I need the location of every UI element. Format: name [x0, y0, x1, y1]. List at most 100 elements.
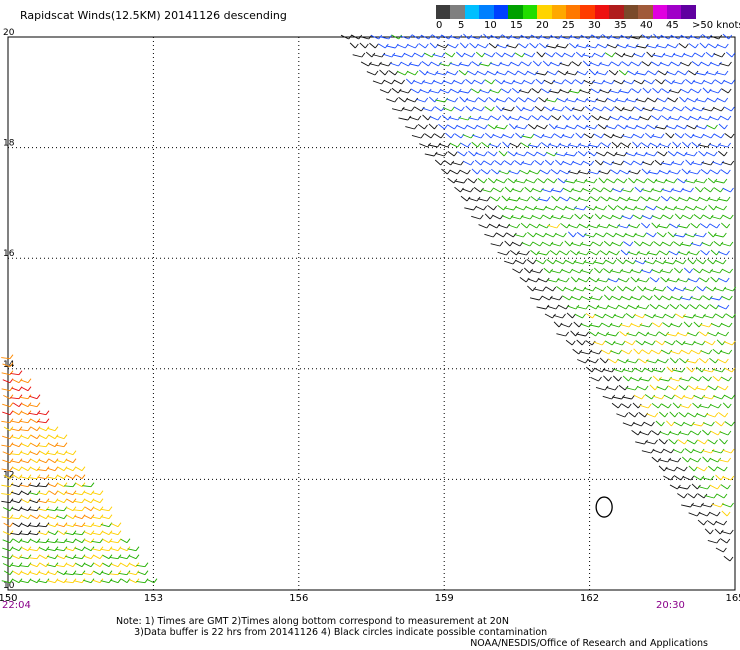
wind-barb — [710, 323, 720, 328]
wind-barb — [385, 45, 396, 49]
wind-barb — [65, 507, 74, 512]
wind-barb — [676, 124, 685, 130]
wind-barb — [677, 278, 687, 283]
wind-barb — [692, 80, 702, 85]
wind-barb — [444, 52, 453, 58]
wind-barb-flag — [584, 70, 589, 76]
wind-barb — [678, 197, 688, 202]
wind-barb — [646, 232, 654, 238]
wind-barb — [656, 45, 666, 49]
wind-barb — [670, 34, 679, 40]
wind-barb — [82, 524, 92, 528]
wind-barb — [501, 195, 508, 202]
wind-barb — [562, 134, 572, 139]
wind-barb-flag — [565, 331, 570, 337]
wind-barb — [37, 580, 47, 584]
wind-barb — [619, 330, 626, 337]
wind-barb-flag — [90, 482, 95, 487]
wind-barb — [710, 276, 717, 283]
wind-barb — [379, 62, 389, 67]
wind-barb-flag — [646, 223, 651, 229]
wind-barb — [528, 144, 538, 148]
wind-barb — [717, 385, 726, 391]
wind-barb-flag — [702, 259, 707, 265]
wind-barb — [651, 215, 661, 220]
wind-barb-flag — [711, 421, 715, 427]
wind-barb — [610, 350, 619, 355]
wind-barb-flag — [668, 349, 673, 355]
wind-barb — [588, 171, 598, 175]
wind-barb — [550, 62, 559, 67]
wind-barb-flag — [659, 214, 664, 220]
wind-barb — [567, 305, 577, 310]
wind-barb-flag — [478, 34, 483, 40]
wind-barb — [515, 259, 524, 265]
wind-barb — [671, 188, 681, 193]
wind-barb-flag — [430, 106, 435, 112]
wind-barb-flag — [689, 214, 694, 220]
wind-barb — [464, 207, 474, 211]
wind-barb — [37, 508, 47, 512]
wind-barb — [713, 107, 722, 112]
wind-barb — [454, 186, 461, 193]
wind-barb — [710, 430, 719, 436]
wind-barb — [651, 222, 658, 229]
wind-barb — [663, 106, 672, 112]
wind-barb — [710, 270, 720, 274]
wind-barb — [621, 403, 629, 409]
wind-barb-flag — [652, 313, 656, 319]
wind-barb — [460, 142, 468, 148]
wind-barb-flag — [672, 286, 677, 292]
wind-barb-flag — [18, 442, 23, 447]
wind-barb — [83, 563, 92, 568]
wind-barb — [626, 332, 636, 337]
wind-barb — [47, 523, 56, 528]
wind-barb-flag — [631, 340, 636, 346]
wind-barb-flag — [361, 52, 366, 58]
wind-barb — [582, 114, 589, 121]
wind-barb — [438, 143, 448, 148]
wind-barb — [589, 69, 596, 76]
wind-barb-flag — [543, 178, 548, 184]
wind-barb — [698, 116, 709, 121]
wind-barb — [686, 366, 693, 373]
wind-barb — [392, 54, 402, 58]
wind-barb-flag — [374, 43, 379, 49]
wind-barb — [73, 524, 83, 528]
wind-barb — [655, 420, 662, 427]
wind-barb — [55, 564, 65, 568]
wind-barb — [481, 188, 491, 193]
wind-barb-flag — [601, 52, 606, 58]
wind-barb — [521, 242, 531, 247]
wind-barb — [536, 306, 547, 310]
wind-barb — [581, 295, 590, 301]
wind-barb — [562, 187, 571, 193]
wind-barb — [479, 89, 489, 94]
wind-barb — [674, 394, 682, 400]
wind-barb — [715, 521, 724, 526]
wind-barb — [531, 115, 539, 121]
wind-barb-flag — [629, 241, 634, 247]
wind-barb — [713, 53, 723, 58]
legend-swatch — [681, 5, 696, 19]
wind-barb-flag — [514, 43, 519, 49]
wind-barb-flag — [626, 250, 630, 256]
wind-barb-flag — [36, 402, 41, 407]
wind-barb — [594, 313, 603, 319]
wind-barb — [12, 570, 20, 576]
wind-barb — [525, 206, 534, 211]
wind-barb — [717, 251, 727, 256]
wind-barb-flag — [654, 70, 659, 76]
wind-barb — [642, 241, 651, 247]
wind-barb-flag — [669, 268, 673, 274]
wind-barb — [709, 357, 716, 364]
wind-barb — [628, 177, 635, 184]
wind-barb — [428, 90, 439, 94]
wind-barb — [471, 141, 478, 148]
wind-barb — [550, 242, 561, 247]
wind-barb — [666, 333, 676, 337]
wind-barb-flag — [560, 187, 564, 193]
wind-barb-flag — [537, 88, 542, 94]
wind-barb — [11, 507, 20, 512]
wind-barb — [577, 150, 585, 157]
